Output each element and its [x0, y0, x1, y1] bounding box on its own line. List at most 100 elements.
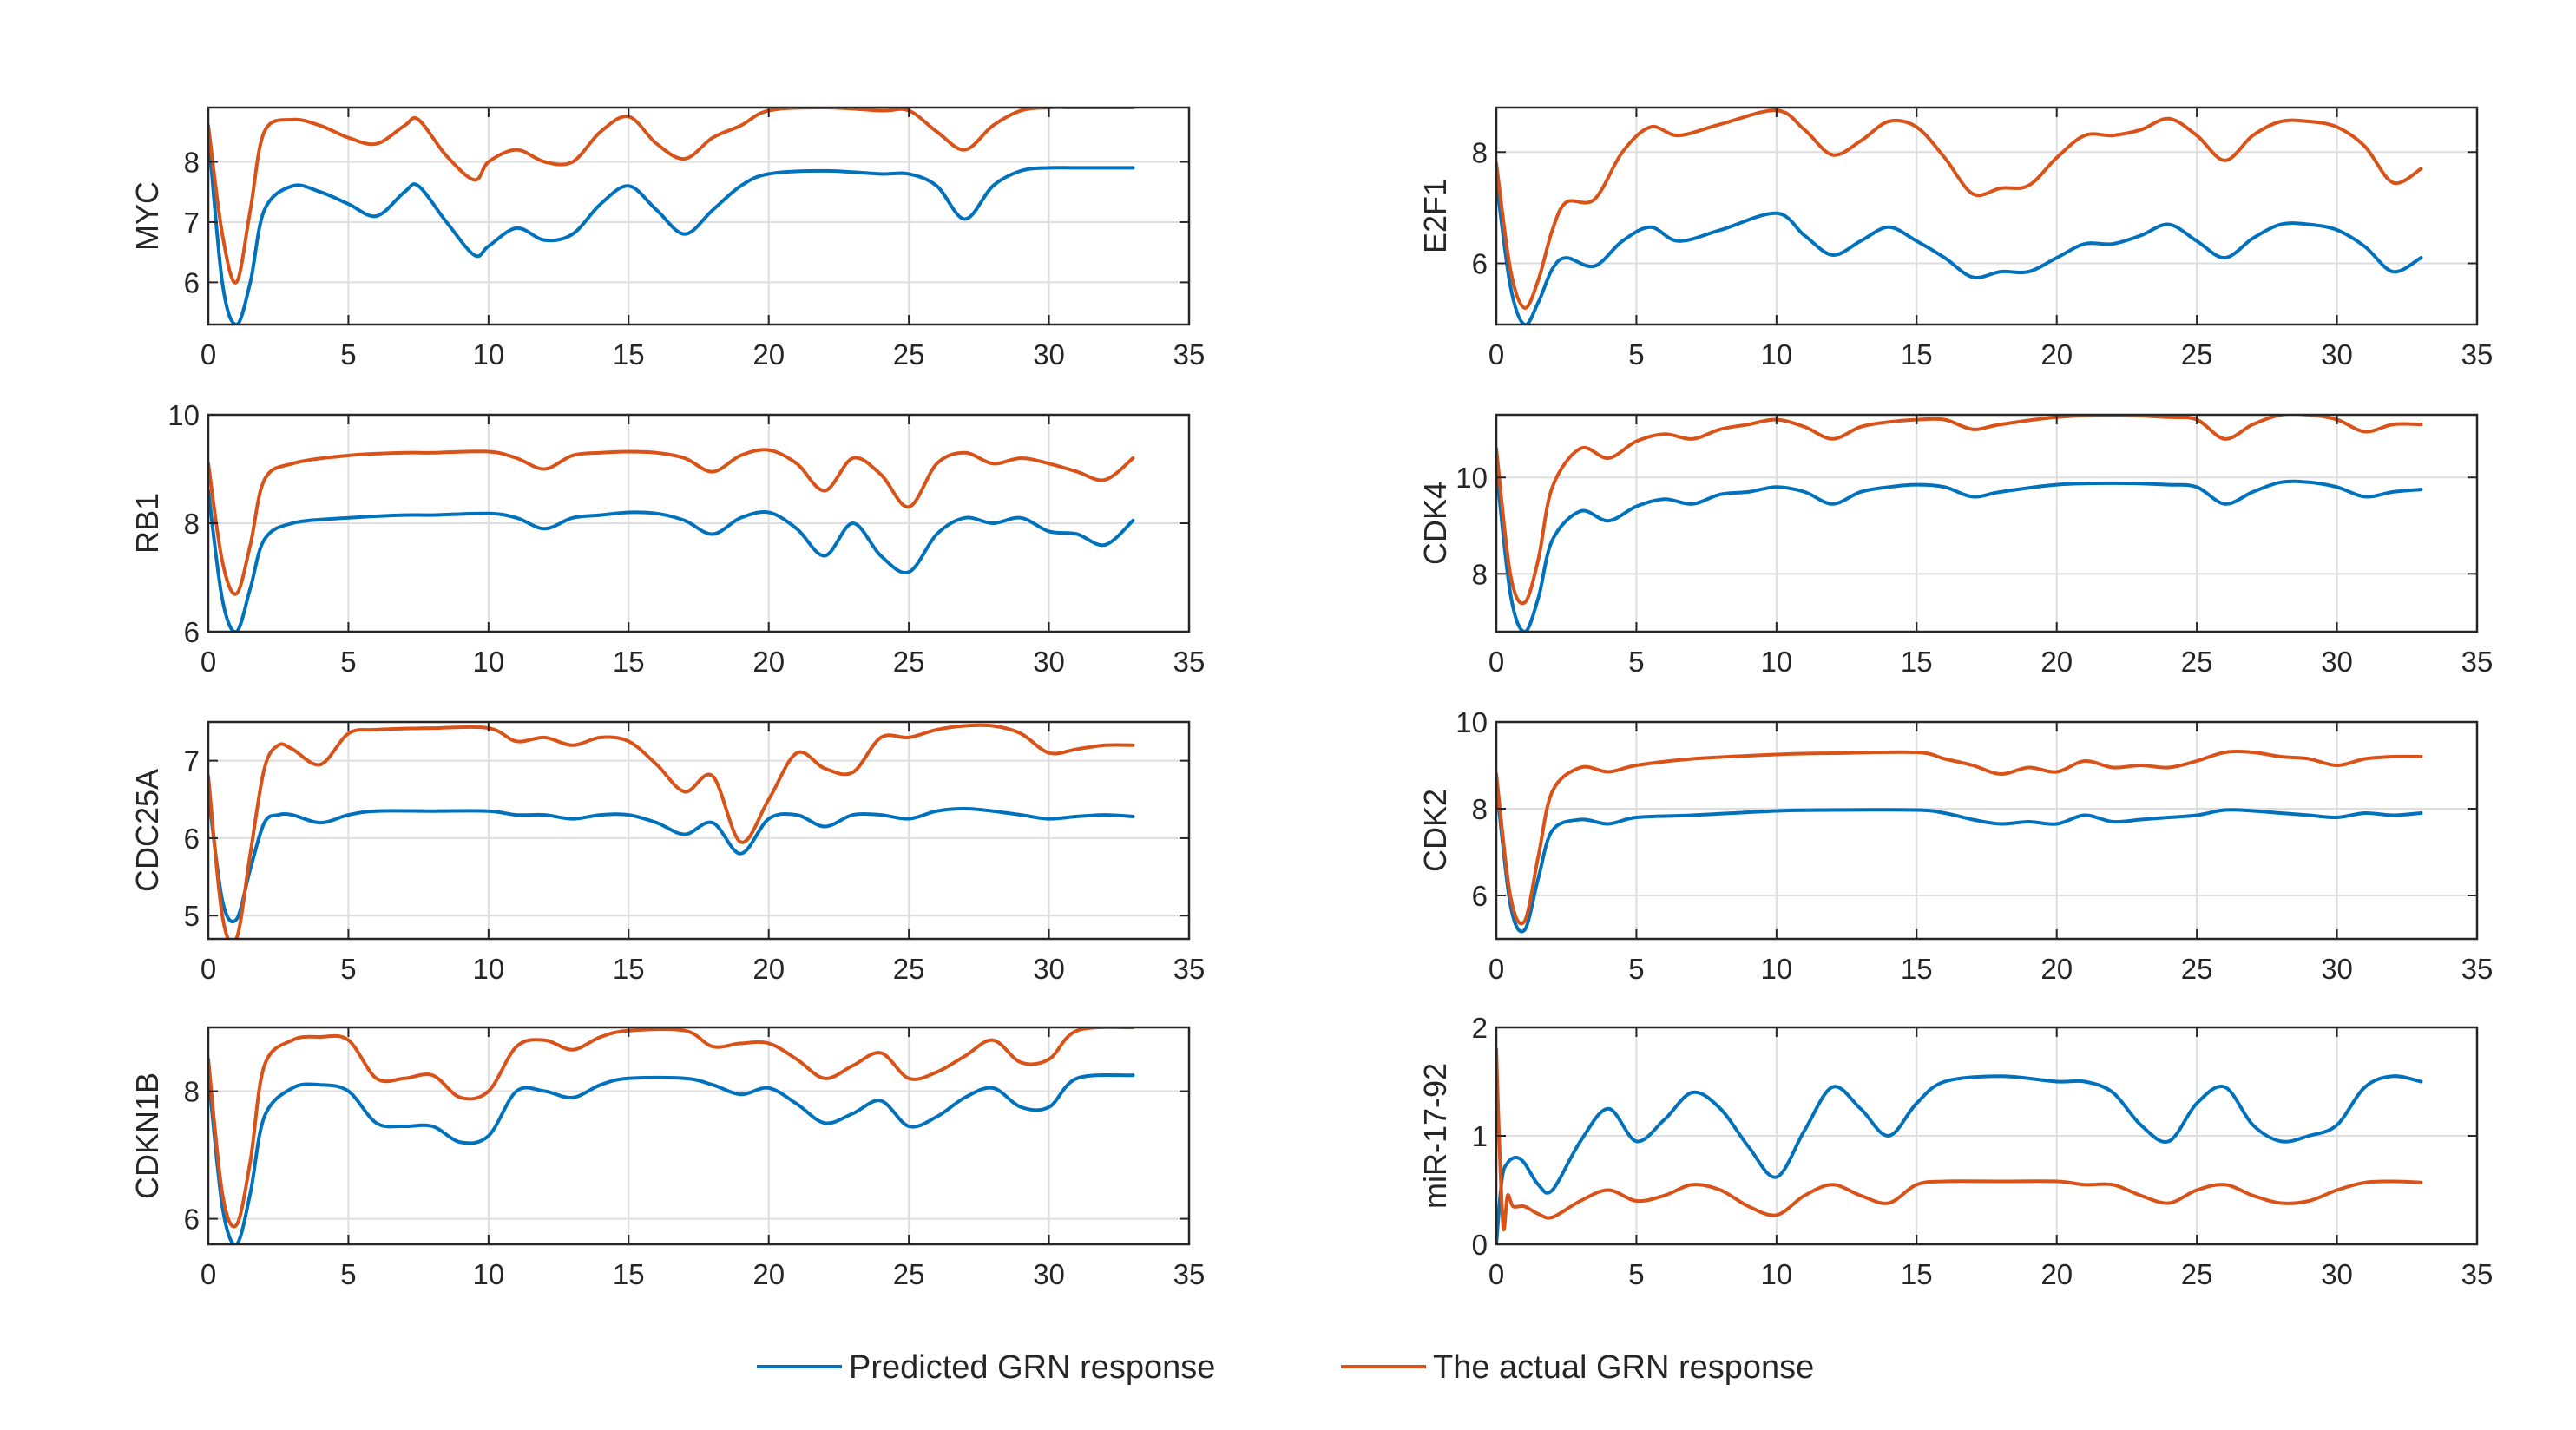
- actual-series-line: [1496, 750, 2423, 926]
- x-tick-label: 35: [2461, 953, 2494, 985]
- x-tick-label: 5: [1628, 953, 1644, 985]
- x-tick-label: 25: [893, 646, 925, 678]
- x-tick-label: 20: [752, 953, 785, 985]
- y-axis-label: miR-17-92: [1417, 1063, 1453, 1209]
- plot-area: [208, 722, 1189, 939]
- x-tick-label: 35: [1173, 646, 1206, 678]
- x-tick-label: 15: [613, 953, 645, 985]
- plot-area: [1496, 108, 2477, 325]
- predicted-series-line: [1496, 466, 2423, 632]
- x-tick-label: 30: [1033, 1258, 1065, 1290]
- subplot-cdkn1b: 0 5 10 15 20 25 30 35 6 8 CDKN1B: [129, 1026, 1206, 1290]
- x-tick-label: 30: [2321, 646, 2353, 678]
- y-tick-label: 6: [184, 823, 200, 855]
- x-tick-label: 0: [200, 953, 216, 985]
- x-tick-label: 0: [200, 338, 216, 371]
- x-tick-label: 15: [613, 338, 645, 371]
- x-tick-label: 10: [472, 1258, 504, 1290]
- axes-box: [207, 1026, 1191, 1246]
- y-tick-label: 5: [184, 900, 200, 932]
- x-tick-label: 25: [893, 953, 925, 985]
- y-tick-label: 8: [1472, 136, 1488, 168]
- x-tick-label: 0: [1488, 338, 1504, 371]
- x-tick-label: 25: [893, 1258, 925, 1290]
- x-tick-label: 15: [1901, 646, 1933, 678]
- predicted-series-line: [1496, 1074, 2423, 1244]
- subplot-cdk2: 0 5 10 15 20 25 30 35 6 8 10 CDK2: [1417, 706, 2493, 985]
- x-tick-label: 35: [1173, 1258, 1206, 1290]
- y-axis-label: MYC: [129, 181, 165, 251]
- x-tick-label: 35: [2461, 338, 2494, 371]
- series-group: [1496, 750, 2423, 934]
- y-axis-label: E2F1: [1417, 179, 1453, 253]
- y-axis-label: RB1: [129, 493, 165, 554]
- y-tick-label: 8: [1472, 558, 1488, 590]
- actual-series-line: [208, 108, 1135, 285]
- x-tick-label: 20: [752, 1258, 785, 1290]
- y-tick-label: 8: [184, 147, 200, 179]
- x-tick-label: 20: [752, 646, 785, 678]
- predicted-series-line: [208, 790, 1135, 924]
- actual-series-line: [208, 448, 1135, 596]
- y-tick-label: 8: [1472, 793, 1488, 825]
- x-tick-label: 0: [200, 646, 216, 678]
- axes-box: [1495, 106, 2479, 326]
- series-group: [1496, 415, 2423, 632]
- y-tick-label: 10: [1456, 706, 1488, 738]
- x-tick-label: 35: [2461, 1258, 2494, 1290]
- x-tick-label: 5: [340, 1258, 356, 1290]
- x-tick-label: 20: [2040, 646, 2073, 678]
- x-tick-label: 10: [472, 646, 504, 678]
- y-axis-label: CDK4: [1417, 482, 1453, 565]
- y-tick-label: 8: [184, 1076, 200, 1108]
- x-tick-label: 15: [1901, 953, 1933, 985]
- y-tick-label: 0: [1472, 1229, 1488, 1261]
- x-tick-label: 25: [2181, 338, 2213, 371]
- x-tick-label: 20: [2040, 1258, 2073, 1290]
- x-tick-label: 25: [2181, 646, 2213, 678]
- plot-area: [1496, 722, 2477, 939]
- y-axis-label: CDC25A: [129, 769, 165, 892]
- legend: Predicted GRN response The actual GRN re…: [757, 1349, 1814, 1386]
- actual-series-line: [208, 1027, 1135, 1229]
- predicted-series-line: [1496, 178, 2423, 325]
- x-tick-label: 25: [2181, 1258, 2213, 1290]
- x-tick-label: 35: [2461, 646, 2494, 678]
- axes-box: [1495, 413, 2479, 633]
- x-tick-label: 5: [1628, 646, 1644, 678]
- subplot-myc: 0 5 10 15 20 25 30 35 6 7 8 MYC: [129, 106, 1206, 371]
- subplot-rb1: 0 5 10 15 20 25 30 35 6 8 10 RB1: [129, 399, 1205, 678]
- series-group: [208, 723, 1135, 939]
- x-tick-label: 30: [1033, 953, 1065, 985]
- series-group: [208, 1027, 1135, 1244]
- x-tick-label: 30: [2321, 953, 2353, 985]
- x-tick-label: 35: [1173, 338, 1206, 371]
- predicted-series-line: [208, 489, 1135, 632]
- x-tick-label: 15: [613, 646, 645, 678]
- y-tick-label: 1: [1472, 1120, 1488, 1152]
- x-tick-label: 0: [1488, 646, 1504, 678]
- series-group: [208, 448, 1135, 632]
- predicted-series-line: [208, 129, 1135, 325]
- x-tick-label: 5: [340, 953, 356, 985]
- x-tick-label: 10: [1760, 338, 1792, 371]
- plot-area: [208, 1027, 1189, 1244]
- y-tick-label: 8: [184, 508, 200, 540]
- actual-series-line: [1496, 415, 2423, 606]
- legend-label-actual: The actual GRN response: [1433, 1349, 1814, 1386]
- actual-series-line: [1496, 108, 2423, 310]
- y-tick-label: 6: [184, 616, 200, 648]
- x-tick-label: 15: [613, 1258, 645, 1290]
- y-tick-label: 6: [184, 266, 200, 298]
- y-tick-label: 7: [184, 745, 200, 777]
- x-tick-label: 10: [472, 338, 504, 371]
- y-tick-label: 2: [1472, 1012, 1488, 1044]
- x-tick-label: 25: [2181, 953, 2213, 985]
- x-tick-label: 30: [1033, 338, 1065, 371]
- x-tick-label: 20: [2040, 953, 2073, 985]
- x-tick-label: 10: [1760, 646, 1792, 678]
